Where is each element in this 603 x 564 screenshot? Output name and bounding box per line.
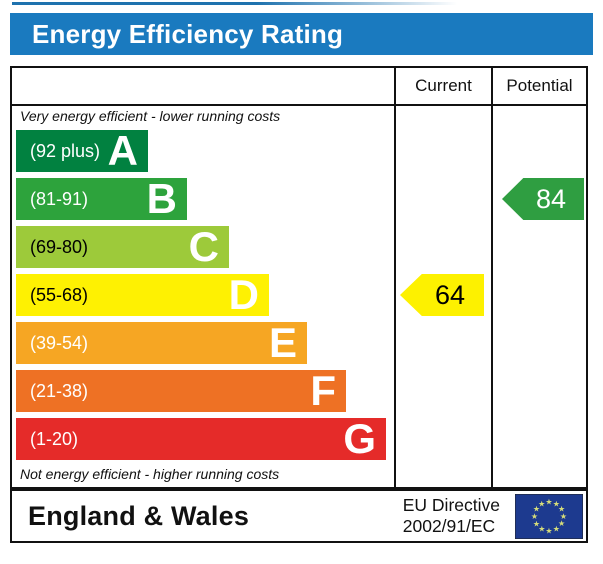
footer-bar: England & Wales EU Directive 2002/91/EC … [10, 489, 588, 543]
band-range-label: (81-91) [30, 188, 89, 209]
top-note: Very energy efficient - lower running co… [20, 108, 281, 124]
potential-column-header: Potential [506, 76, 573, 95]
eu-flag-star: ★ [538, 499, 545, 508]
band-row-B: (81-91) B [16, 178, 187, 220]
eu-flag-star: ★ [553, 499, 560, 508]
rating-table: Current Potential Very energy efficient … [10, 66, 588, 489]
band-letter: G [343, 415, 376, 462]
eu-flag-star: ★ [531, 512, 538, 521]
eu-flag-star: ★ [553, 525, 560, 534]
eu-flag-star: ★ [558, 505, 565, 514]
eu-flag-star: ★ [545, 498, 552, 507]
region-label: England & Wales [28, 500, 250, 531]
band-range-label: (1-20) [30, 428, 79, 449]
band-range-label: (21-38) [30, 380, 89, 401]
eu-directive-line1: EU Directive [402, 495, 500, 515]
potential-rating-arrow: 84 [502, 178, 584, 220]
band-letter: E [268, 319, 297, 366]
eu-flag-star: ★ [545, 527, 552, 536]
eu-flag-star: ★ [538, 525, 545, 534]
band-row-A: (92 plus) A [16, 130, 148, 172]
current-column-header: Current [415, 76, 472, 95]
eu-directive-line2: 2002/91/EC [402, 516, 496, 537]
eu-flag-icon: ★ ★★★★★★★★★★★ [515, 494, 583, 539]
header-row-divider [12, 104, 586, 106]
chart-title: Energy Efficiency Rating [32, 18, 344, 49]
bottom-note: Not energy efficient - higher running co… [20, 466, 280, 482]
band-row-D: (55-68) D [16, 274, 269, 316]
eu-flag-star: ★ [558, 519, 565, 528]
band-row-G: (1-20) G [16, 418, 386, 460]
potential-column-divider [491, 68, 493, 487]
eu-flag-star: ★ [533, 505, 540, 514]
eu-flag-star: ★ [560, 512, 567, 521]
band-letter: B [146, 175, 177, 222]
band-range-label: (55-68) [30, 284, 89, 305]
eu-directive-label: EU Directive 2002/91/EC [403, 495, 500, 538]
band-row-F: (21-38) F [16, 370, 346, 412]
band-range-label: (69-80) [30, 236, 89, 257]
band-letter: F [310, 367, 336, 414]
band-letter: A [107, 127, 138, 174]
chart-title-bar: Energy Efficiency Rating [10, 13, 593, 55]
current-column-divider [394, 68, 396, 487]
band-letter: C [188, 223, 219, 270]
band-range-label: (92 plus) [30, 140, 101, 161]
band-range-label: (39-54) [30, 332, 89, 353]
band-list: (92 plus) A (81-91) B (69-80) C (55-68) D (39-54… [16, 130, 394, 466]
band-letter: D [228, 271, 259, 318]
band-row-C: (69-80) C [16, 226, 229, 268]
band-row-E: (39-54) E [16, 322, 307, 364]
current-rating-arrow: 64 [400, 274, 484, 316]
top-edge-artifact [12, 2, 457, 5]
eu-flag-star: ★ [533, 519, 540, 528]
